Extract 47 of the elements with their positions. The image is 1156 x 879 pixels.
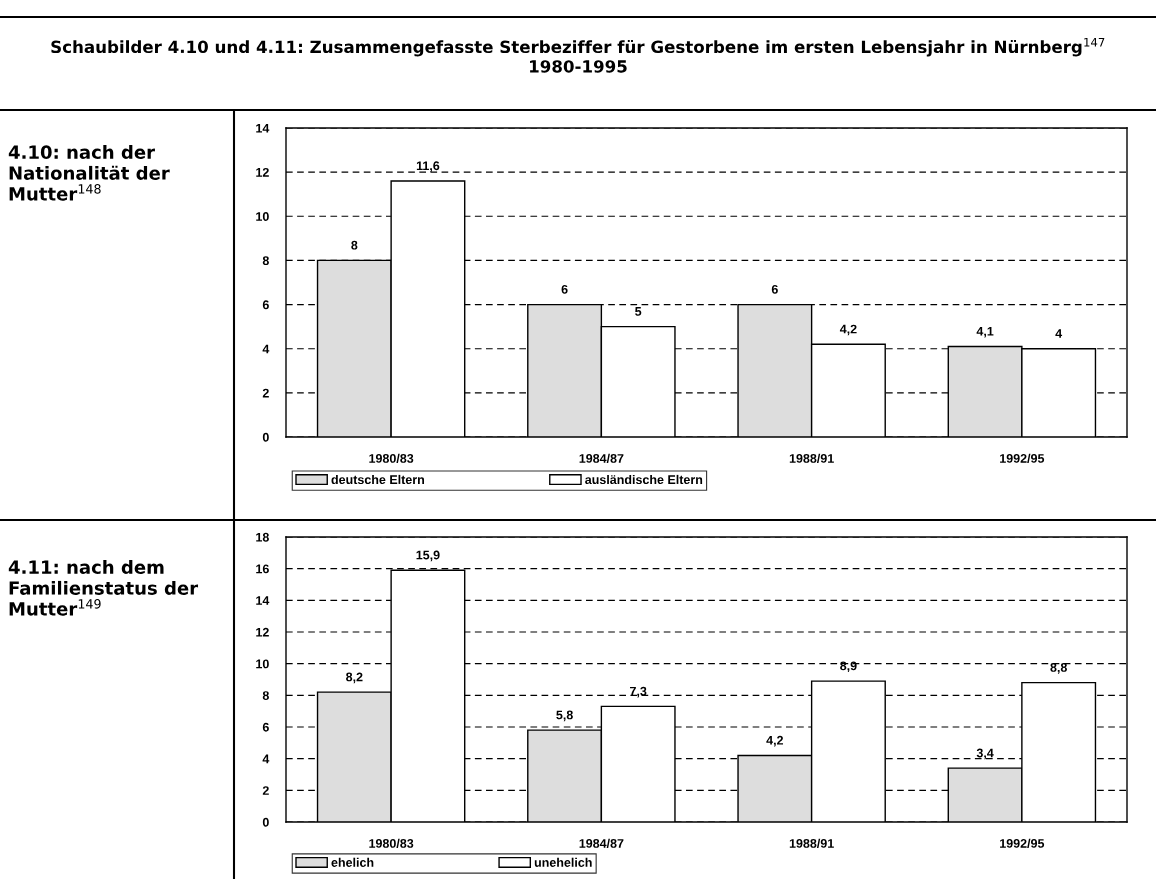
y-tick-label: 8 [262, 691, 269, 700]
data-label: 6 [561, 284, 568, 294]
y-tick-label: 6 [262, 722, 269, 732]
data-label: 3,4 [976, 748, 994, 760]
text: Schaubilder 4.10 und 4.11: Zusammengefasste Sterbeziffer für Gestorbene im ersten Lebensjahr in Nürnberg$^{147}$ 1980-1995 [51, 38, 1105, 73]
y-tick-label: 6 [262, 300, 269, 310]
y-tick-label: 14 [256, 596, 270, 605]
data-label: 11,6 [416, 161, 440, 172]
data-label: 6 [771, 284, 778, 294]
x-tick-label: 1980/83 [369, 453, 414, 463]
y-tick-label: 0 [262, 432, 269, 442]
y-tick-label: 4 [262, 754, 270, 764]
data-label: 4 [1055, 329, 1063, 338]
legend-label: ehelich [331, 857, 374, 867]
data-label: 8,2 [346, 672, 363, 684]
x-tick-label: 1992/95 [1000, 453, 1045, 463]
data-label: 5 [635, 307, 642, 316]
data-label: 8,9 [840, 661, 857, 673]
data-label: 5,8 [556, 710, 573, 722]
data-label: 15,9 [416, 550, 440, 562]
y-tick-label: 12 [256, 627, 269, 637]
text: 4.10: nach der Nationalität der Mutter$^{148}$ [8, 145, 170, 201]
y-tick-label: 4 [262, 344, 270, 354]
legend-label: ausländische Eltern [585, 474, 703, 485]
text: 4.11: nach dem Familienstatus der Mutter$^{149}$ [8, 560, 199, 616]
y-tick-label: 2 [262, 786, 269, 795]
data-label: 4,2 [839, 324, 857, 336]
legend-label: unehelich [534, 857, 592, 867]
data-label: 4,1 [976, 326, 994, 338]
y-tick-label: 0 [262, 817, 269, 827]
x-tick-label: 1988/91 [789, 838, 834, 848]
x-tick-label: 1992/95 [1000, 838, 1045, 848]
legend-label: deutsche Eltern [331, 474, 424, 485]
data-label: 4,2 [766, 735, 784, 747]
data-label: 8 [351, 240, 358, 250]
y-tick-label: 8 [262, 256, 269, 266]
y-tick-label: 18 [256, 532, 269, 542]
y-tick-label: 16 [256, 564, 269, 574]
x-tick-label: 1988/91 [789, 453, 834, 463]
y-tick-label: 12 [256, 167, 269, 177]
y-tick-label: 14 [256, 123, 270, 133]
y-tick-label: 2 [262, 388, 269, 398]
x-tick-label: 1984/87 [579, 453, 624, 463]
x-tick-label: 1984/87 [579, 838, 624, 848]
y-tick-label: 10 [256, 212, 269, 221]
y-tick-label: 10 [256, 659, 269, 669]
x-tick-label: 1980/83 [369, 838, 414, 848]
